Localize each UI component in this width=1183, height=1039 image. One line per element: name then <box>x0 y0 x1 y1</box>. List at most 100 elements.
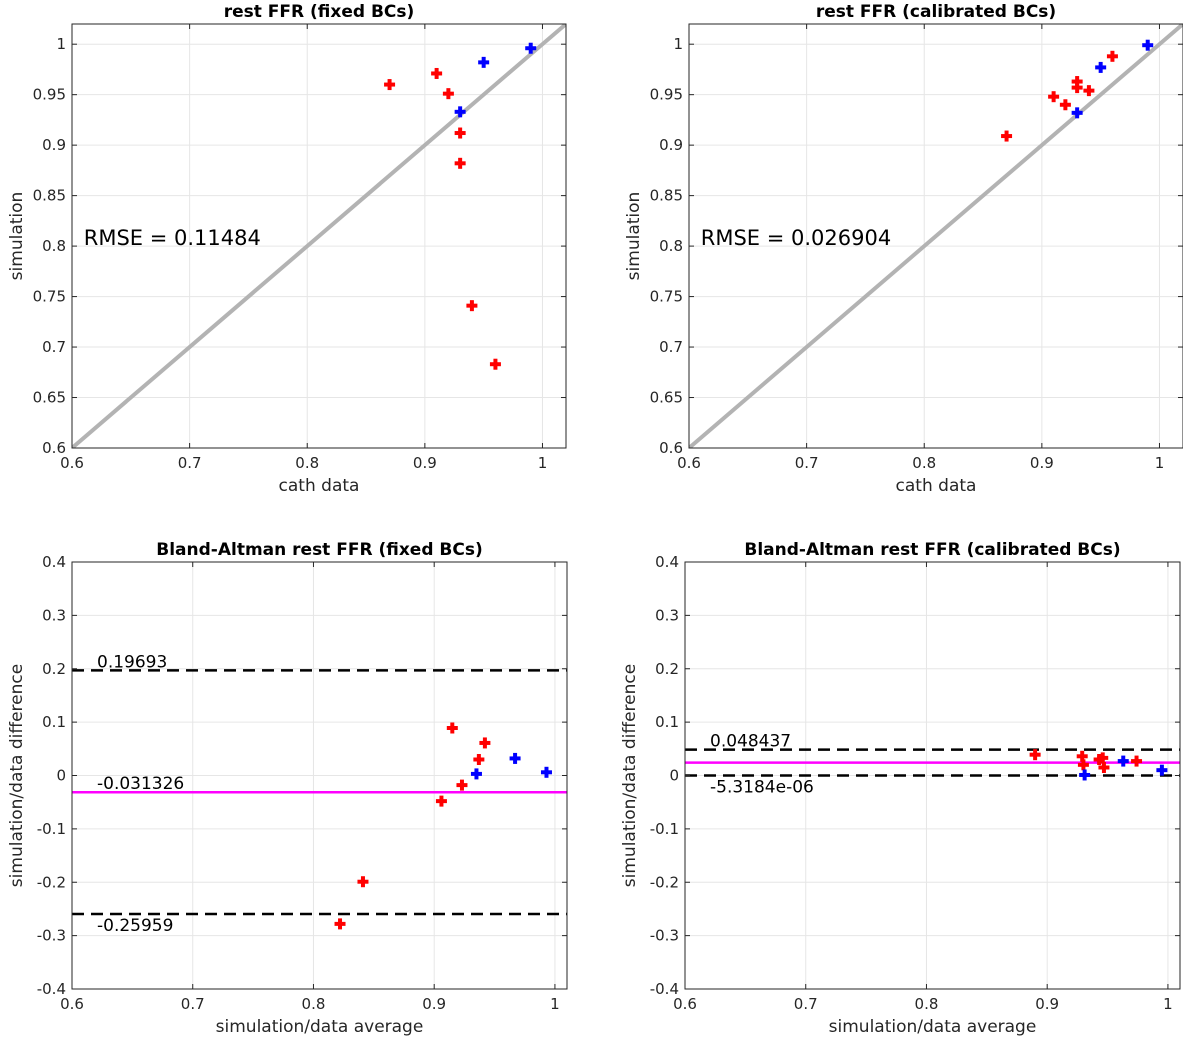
identity-line <box>689 24 1183 448</box>
y-tick-label: 0.95 <box>650 86 683 104</box>
y-tick-label: 0.7 <box>659 338 683 356</box>
y-tick-label: 0.75 <box>33 288 66 306</box>
chart-title: rest FFR (calibrated BCs) <box>816 2 1056 22</box>
data-point <box>1142 39 1154 51</box>
y-tick-label: 0.9 <box>42 136 66 154</box>
x-tick-label: 0.7 <box>795 454 819 472</box>
y-tick-label: 0.1 <box>42 713 66 731</box>
y-tick-label: 0.4 <box>655 553 679 571</box>
chart-3: 0.19693 -0.25959 -0.031326 0.6 0.7 0.8 0.9 1 -0.… <box>7 540 568 1037</box>
chart-1: RMSE = 0.11484 0.6 0.7 0.8 0.9 1 0.6 0.65 0.7 0.7… <box>7 2 567 496</box>
data-point <box>454 106 466 118</box>
data-point <box>509 752 521 764</box>
x-tick-label: 0.9 <box>413 454 437 472</box>
y-tick-label: -0.2 <box>37 873 66 891</box>
x-tick-label: 0.6 <box>60 995 84 1013</box>
y-tick-label: 0.6 <box>659 439 683 457</box>
rmse-annotation: RMSE = 0.026904 <box>701 226 891 250</box>
data-point <box>456 779 468 791</box>
y-tick-label: 0.3 <box>42 606 66 624</box>
data-point <box>1098 761 1110 773</box>
data-point <box>431 67 443 79</box>
x-tick-label: 0.6 <box>673 995 697 1013</box>
data-point <box>489 358 501 370</box>
x-tick-label: 0.6 <box>677 454 701 472</box>
y-tick-label: 1 <box>673 35 683 53</box>
data-point <box>454 157 466 169</box>
axes-box <box>688 23 1183 449</box>
data-point <box>466 300 478 312</box>
data-point <box>473 753 485 765</box>
x-tick-label: 0.9 <box>1030 454 1054 472</box>
plot-content <box>72 669 567 930</box>
data-point <box>1029 749 1041 761</box>
y-tick-label: 0.7 <box>42 338 66 356</box>
data-point <box>384 79 396 91</box>
y-tick-label: 1 <box>56 35 66 53</box>
y-tick-label: 0.2 <box>655 660 679 678</box>
y-tick-label: 0.2 <box>42 660 66 678</box>
data-point <box>540 766 552 778</box>
y-tick-label: -0.2 <box>650 873 679 891</box>
data-point <box>446 722 458 734</box>
chart-2: RMSE = 0.026904 0.6 0.7 0.8 0.9 1 0.6 0.65 0.7 0.… <box>624 2 1183 496</box>
x-tick-label: 1 <box>1155 454 1165 472</box>
x-tick-label: 0.6 <box>60 454 84 472</box>
chart-title: Bland-Altman rest FFR (calibrated BCs) <box>744 540 1120 560</box>
y-tick-label: 0 <box>56 767 66 785</box>
identity-line <box>72 24 566 448</box>
y-tick-label: 0.1 <box>655 713 679 731</box>
data-point <box>442 88 454 100</box>
data-point <box>1095 61 1107 73</box>
y-tick-label: 0.3 <box>655 606 679 624</box>
data-point <box>1156 764 1168 776</box>
x-tick-label: 1 <box>550 995 560 1013</box>
y-tick-label: -0.1 <box>37 820 66 838</box>
y-tick-label: 0.85 <box>650 187 683 205</box>
y-tick-label: 0.6 <box>42 439 66 457</box>
mean-label: -0.031326 <box>97 774 184 794</box>
plot-content <box>689 24 1183 448</box>
plot-content <box>685 748 1180 781</box>
y-tick-label: 0.65 <box>650 389 683 407</box>
data-point <box>525 42 537 54</box>
y-tick-label: 0.8 <box>659 237 683 255</box>
x-tick-label: 0.7 <box>794 995 818 1013</box>
data-point <box>1117 755 1129 767</box>
x-tick-label: 0.7 <box>181 995 205 1013</box>
limit-label: -0.25959 <box>97 916 173 936</box>
data-point <box>454 127 466 139</box>
y-tick-label: 0.9 <box>659 136 683 154</box>
data-point <box>1079 769 1091 781</box>
x-tick-label: 1 <box>538 454 548 472</box>
y-tick-label: 0.75 <box>650 288 683 306</box>
plot-content <box>72 24 566 448</box>
data-point <box>1077 759 1089 771</box>
y-tick-label: 0.4 <box>42 553 66 571</box>
limit-label: -5.3184e-06 <box>710 778 814 798</box>
data-point <box>478 56 490 68</box>
x-tick-label: 0.9 <box>422 995 446 1013</box>
rmse-annotation: RMSE = 0.11484 <box>84 226 261 250</box>
x-tick-label: 0.7 <box>178 454 202 472</box>
x-tick-label: 1 <box>1163 995 1173 1013</box>
y-tick-label: 0.65 <box>33 389 66 407</box>
y-tick-label: 0.8 <box>42 237 66 255</box>
x-tick-label: 0.8 <box>302 995 326 1013</box>
data-point <box>1048 91 1060 103</box>
data-point <box>1059 99 1071 111</box>
x-axis-label: simulation/data average <box>829 1017 1037 1037</box>
y-tick-label: -0.4 <box>650 980 679 998</box>
chart-4: 0.048437 -5.3184e-06 0.6 0.7 0.8 0.9 1 -0.4 -0.3… <box>620 540 1181 1037</box>
data-point <box>1131 755 1143 767</box>
data-point <box>357 876 369 888</box>
y-axis-label: simulation/data difference <box>7 664 27 887</box>
data-point <box>1106 50 1118 62</box>
y-tick-label: 0.85 <box>33 187 66 205</box>
y-tick-label: 0 <box>669 767 679 785</box>
y-axis-label: simulation/data difference <box>620 664 640 887</box>
x-tick-label: 0.8 <box>915 995 939 1013</box>
y-tick-label: 0.95 <box>33 86 66 104</box>
chart-title: Bland-Altman rest FFR (fixed BCs) <box>156 540 483 560</box>
